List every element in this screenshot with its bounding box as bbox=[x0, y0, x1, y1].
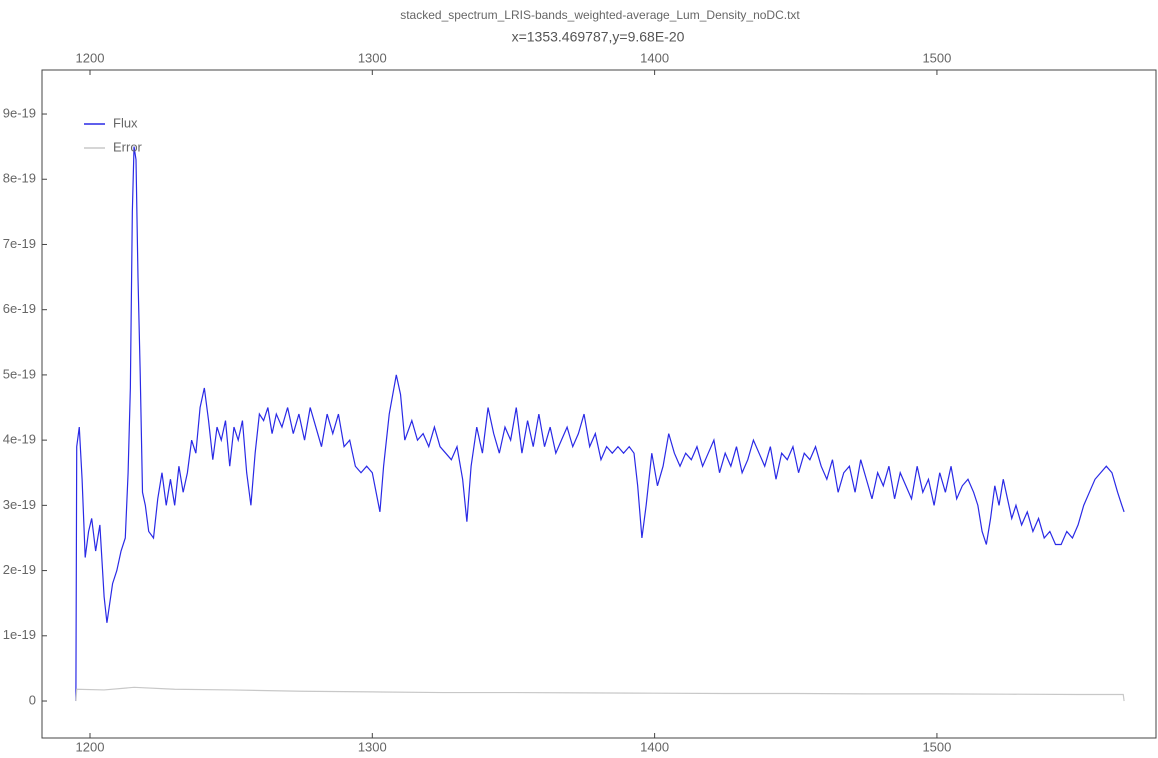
x-top-tick-label: 1200 bbox=[76, 50, 105, 65]
x-tick-label: 1300 bbox=[358, 739, 387, 753]
series-line bbox=[75, 146, 1125, 702]
legend-label: Flux bbox=[113, 115, 138, 130]
y-tick-label: 3e-19 bbox=[3, 497, 36, 512]
x-top-tick-label: 1400 bbox=[640, 50, 669, 65]
y-tick-label: 5e-19 bbox=[3, 366, 36, 381]
chart-title: stacked_spectrum_LRIS-bands_weighted-ave… bbox=[400, 8, 800, 22]
cursor-readout: x=1353.469787,y=9.68E-20 bbox=[512, 29, 685, 45]
x-top-tick-label: 1500 bbox=[922, 50, 951, 65]
y-tick-label: 6e-19 bbox=[3, 301, 36, 316]
x-tick-label: 1500 bbox=[922, 739, 951, 753]
y-tick-label: 0 bbox=[29, 692, 36, 707]
plot-frame bbox=[41, 69, 1157, 739]
x-tick-label: 1400 bbox=[640, 739, 669, 753]
series-line bbox=[75, 686, 1125, 702]
y-tick-label: 2e-19 bbox=[3, 562, 36, 577]
legend-label: Error bbox=[113, 139, 143, 154]
y-tick-label: 1e-19 bbox=[3, 627, 36, 642]
y-tick-label: 9e-19 bbox=[3, 105, 36, 120]
y-tick-label: 7e-19 bbox=[3, 236, 36, 251]
x-top-tick-label: 1300 bbox=[358, 50, 387, 65]
y-tick-label: 4e-19 bbox=[3, 432, 36, 447]
y-tick-label: 8e-19 bbox=[3, 171, 36, 186]
x-tick-label: 1200 bbox=[76, 739, 105, 753]
